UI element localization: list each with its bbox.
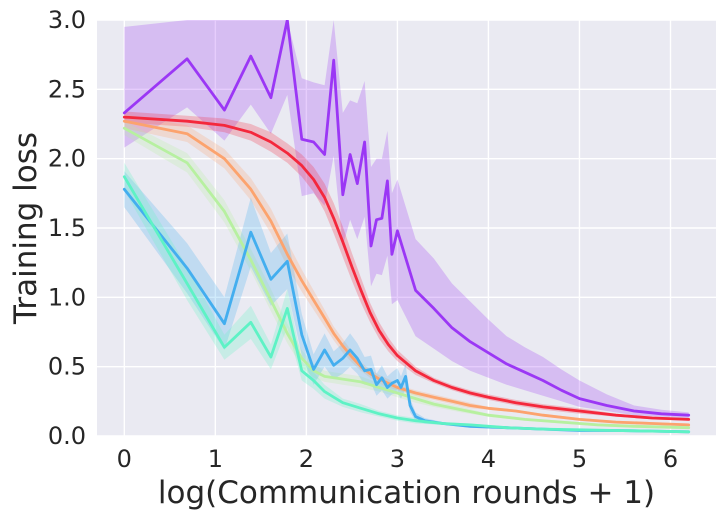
series-3-line [122,126,691,430]
x-tick-label: 0 [117,445,132,473]
y-tick-label: 0.0 [48,422,86,450]
x-tick-labels: 0 1 2 3 4 5 6 [117,445,678,473]
series-0-band [124,20,689,418]
series-5-line [122,175,691,434]
series-1-line [122,115,691,421]
y-tick-label: 0.5 [48,353,86,381]
y-axis-label: Training loss [8,132,44,325]
x-tick-label: 2 [299,445,314,473]
y-tick-labels: 0.0 0.5 1.0 1.5 2.0 2.5 3.0 [48,6,86,450]
grid-lines [97,19,716,437]
series-1-band [124,111,689,421]
series-3-band [124,121,689,430]
x-tick-label: 1 [208,445,223,473]
y-tick-label: 2.5 [48,75,86,103]
x-axis-label: log(Communication rounds + 1) [158,475,655,511]
x-tick-label: 6 [663,445,678,473]
x-tick-label: 3 [390,445,405,473]
y-tick-label: 1.5 [48,214,86,242]
y-tick-label: 2.0 [48,145,86,173]
y-tick-label: 3.0 [48,6,86,34]
y-tick-label: 1.0 [48,283,86,311]
x-tick-label: 5 [572,445,587,473]
series-lines [122,20,691,434]
series-0-line [122,20,691,417]
x-tick-label: 4 [481,445,496,473]
